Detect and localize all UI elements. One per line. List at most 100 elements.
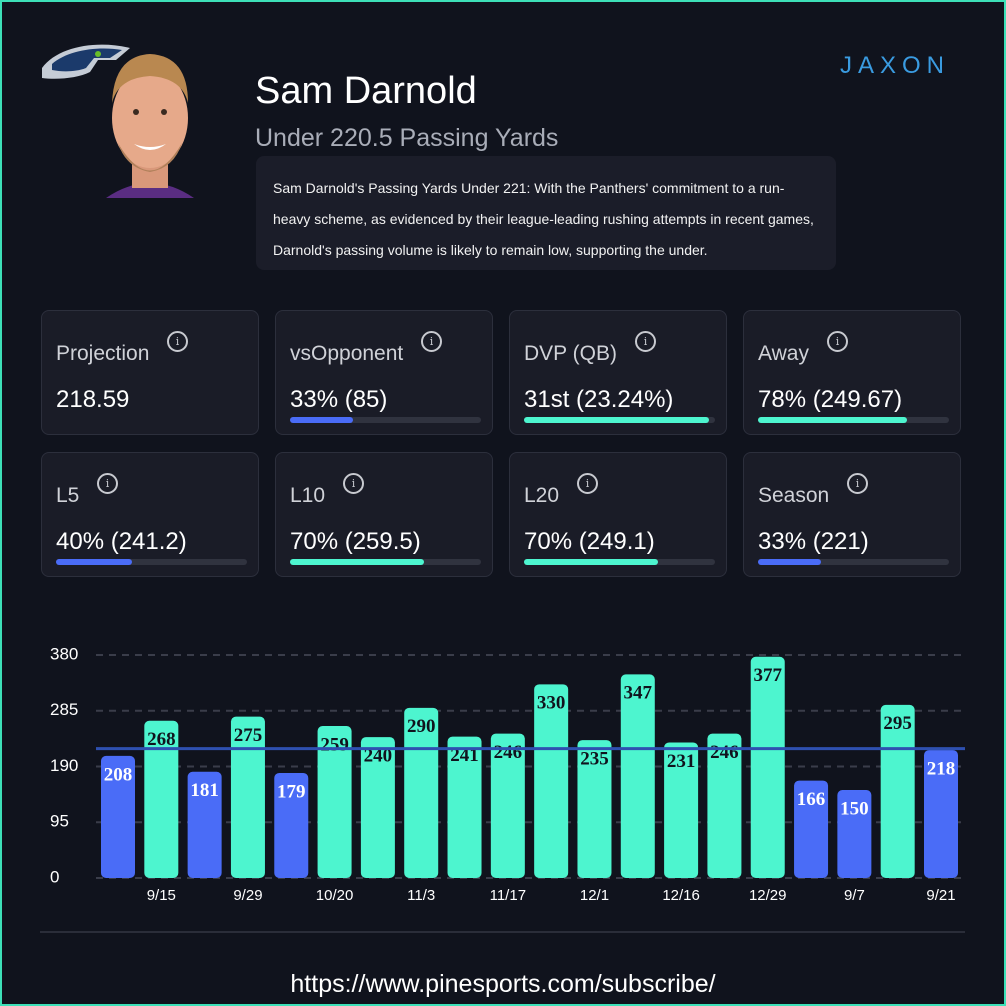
team-logo xyxy=(42,44,130,79)
x-tick-label: 12/29 xyxy=(749,887,787,904)
progress-fill xyxy=(290,417,354,423)
stat-card: Projection 218.59 i xyxy=(41,310,259,435)
bar xyxy=(620,674,655,878)
bar xyxy=(230,716,265,878)
progress-fill xyxy=(56,559,133,565)
card-label: Projection xyxy=(56,342,150,365)
value-label: 275 xyxy=(234,725,263,746)
progress-track xyxy=(56,559,247,565)
x-tick-label: 9/15 xyxy=(147,887,176,904)
bar xyxy=(490,733,525,878)
bar xyxy=(404,707,439,878)
value-label: 240 xyxy=(364,746,393,767)
progress-track xyxy=(758,417,949,423)
info-icon: i xyxy=(827,331,848,352)
bar xyxy=(447,736,482,878)
y-tick-label: 95 xyxy=(50,812,69,831)
value-label: 218 xyxy=(927,758,956,779)
value-label: 259 xyxy=(320,734,349,755)
bar xyxy=(664,742,699,878)
stat-card: DVP (QB) 31st (23.24%) i xyxy=(509,310,727,435)
stat-card: Away 78% (249.67) i xyxy=(743,310,961,435)
value-label: 290 xyxy=(407,716,436,737)
stat-card: L10 70% (259.5) i xyxy=(275,452,493,577)
bar xyxy=(707,733,742,878)
player-name: Sam Darnold xyxy=(255,70,477,112)
bar xyxy=(577,740,612,878)
card-value: 218.59 xyxy=(56,386,130,413)
card-label: Away xyxy=(758,342,809,365)
progress-track xyxy=(290,417,481,423)
value-label: 330 xyxy=(537,693,566,714)
chart: 0 95 190 285 380 208 268 9/15 181 275 9/29 179 259 10… xyxy=(50,644,965,904)
progress-fill xyxy=(758,559,822,565)
card-value: 70% (249.1) xyxy=(524,528,655,555)
value-label: 166 xyxy=(797,789,826,810)
card-label: L5 xyxy=(56,484,80,507)
value-label: 150 xyxy=(840,798,869,819)
info-icon: i xyxy=(577,473,598,494)
x-tick-label: 9/21 xyxy=(926,887,955,904)
x-tick-label: 10/20 xyxy=(316,887,354,904)
value-label: 208 xyxy=(104,764,133,785)
separator xyxy=(40,931,965,933)
value-label: 246 xyxy=(710,742,739,763)
value-label: 377 xyxy=(753,665,782,686)
progress-fill xyxy=(290,559,424,565)
bar xyxy=(924,750,958,878)
info-icon: i xyxy=(167,331,188,352)
info-icon: i xyxy=(421,331,442,352)
bar xyxy=(317,726,352,878)
bar xyxy=(534,684,569,878)
bar xyxy=(360,737,395,878)
player-photo xyxy=(106,54,194,198)
y-tick-label: 380 xyxy=(50,644,78,663)
y-tick-label: 285 xyxy=(50,700,78,719)
card-value: 31st (23.24%) xyxy=(524,386,674,413)
y-tick-label: 0 xyxy=(50,867,59,886)
card-label: DVP (QB) xyxy=(524,342,617,365)
card-label: Season xyxy=(758,484,830,507)
value-label: 295 xyxy=(883,713,912,734)
progress-track xyxy=(758,559,949,565)
value-label: 181 xyxy=(190,780,219,801)
card-value: 33% (221) xyxy=(758,528,869,555)
x-tick-label: 12/16 xyxy=(662,887,700,904)
value-label: 231 xyxy=(667,751,696,772)
card-value: 70% (259.5) xyxy=(290,528,421,555)
card-value: 78% (249.67) xyxy=(758,386,903,413)
stat-card: L20 70% (249.1) i xyxy=(509,452,727,577)
bar xyxy=(101,755,135,878)
stat-card: L5 40% (241.2) i xyxy=(41,452,259,577)
value-label: 179 xyxy=(277,781,306,802)
brand-logo: JAXON xyxy=(840,52,951,79)
x-tick-label: 11/17 xyxy=(490,887,526,904)
value-label: 347 xyxy=(624,683,653,704)
bar xyxy=(794,780,829,878)
stat-card: vsOpponent 33% (85) i xyxy=(275,310,493,435)
x-tick-label: 12/1 xyxy=(580,887,609,904)
info-icon: i xyxy=(97,473,118,494)
progress-track xyxy=(524,417,715,423)
description: Sam Darnold's Passing Yards Under 221: W… xyxy=(256,156,836,270)
card-value: 33% (85) xyxy=(290,386,388,413)
progress-track xyxy=(524,559,715,565)
bar xyxy=(750,656,785,878)
prop-line: Under 220.5 Passing Yards xyxy=(255,124,559,152)
progress-fill xyxy=(524,417,710,423)
card-label: L20 xyxy=(524,484,560,507)
bar xyxy=(144,720,179,878)
y-tick-label: 190 xyxy=(50,756,78,775)
bar xyxy=(187,771,222,878)
card-value: 40% (241.2) xyxy=(56,528,187,555)
footer-url: https://www.pinesports.com/subscribe/ xyxy=(290,970,716,998)
value-label: 246 xyxy=(494,742,523,763)
value-label: 268 xyxy=(147,729,176,750)
stat-card: Season 33% (221) i xyxy=(743,452,961,577)
bar xyxy=(274,772,309,878)
progress-fill xyxy=(524,559,658,565)
value-label: 241 xyxy=(450,745,479,766)
x-tick-label: 11/3 xyxy=(407,887,435,904)
